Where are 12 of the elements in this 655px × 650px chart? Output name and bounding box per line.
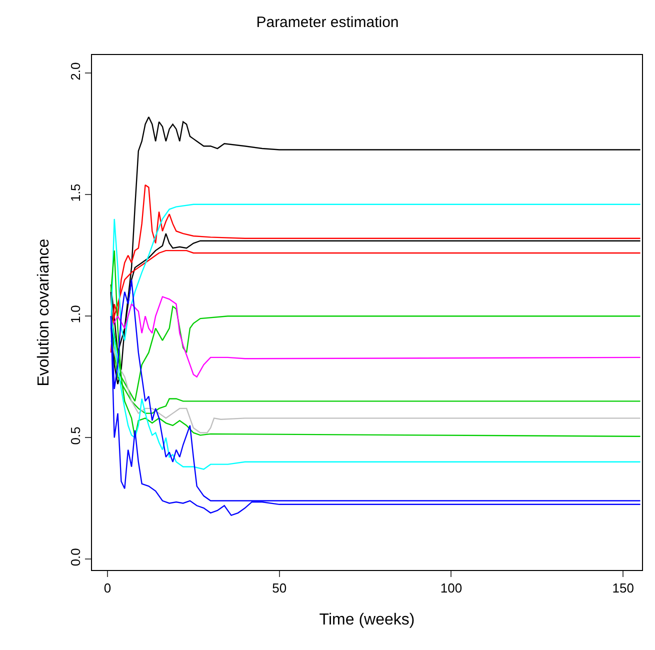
chart-title: Parameter estimation <box>256 14 399 31</box>
y-tick-label: 1.5 <box>68 184 83 202</box>
x-tick-label: 150 <box>612 580 634 596</box>
x-tick-label: 100 <box>440 580 462 596</box>
x-tick-label: 0 <box>104 580 112 596</box>
y-tick-label: 1.0 <box>68 305 83 324</box>
y-tick-label: 0.0 <box>68 548 83 566</box>
x-tick-label: 50 <box>272 580 287 596</box>
y-axis-title: Evolution covariance <box>36 238 53 386</box>
x-axis-title: Time (weeks) <box>319 611 415 628</box>
y-tick-label: 2.0 <box>68 62 83 80</box>
y-tick-label: 0.5 <box>68 426 83 445</box>
